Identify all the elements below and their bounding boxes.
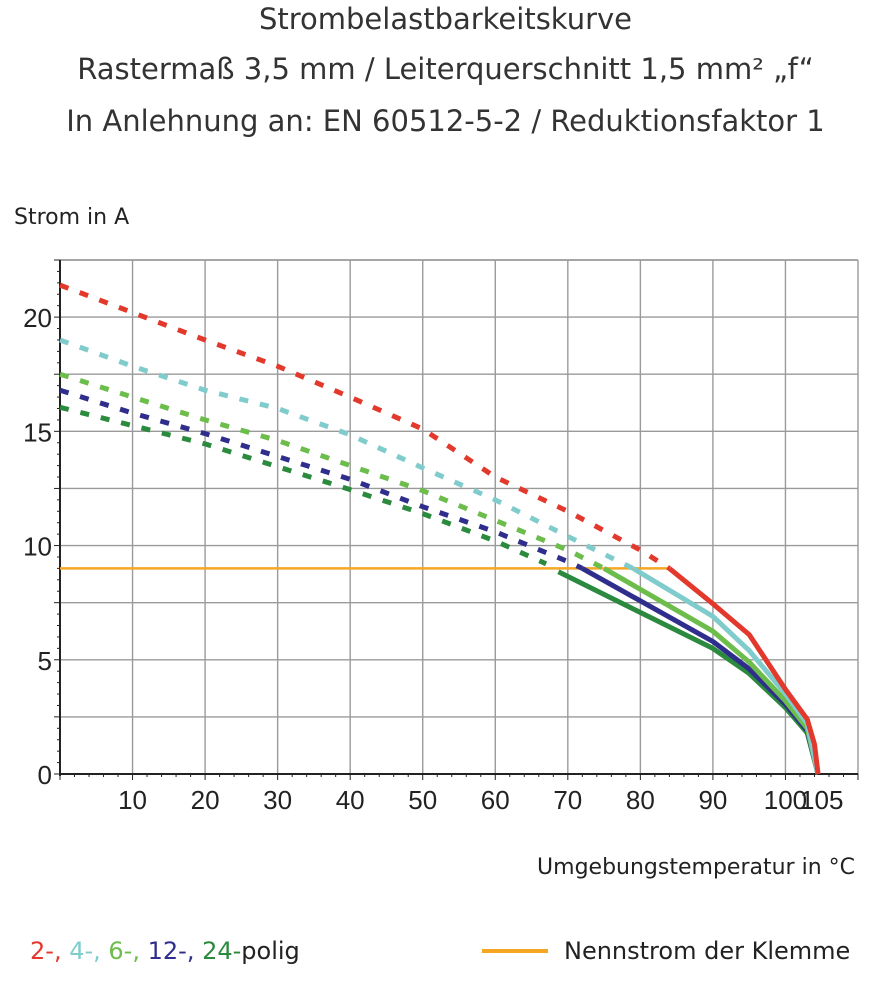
y-tick-label: 15 [23,417,52,447]
y-tick-label: 5 [38,646,52,676]
chart-subtitle-2: In Anlehnung an: EN 60512-5-2 / Reduktio… [66,104,825,138]
x-tick-label: 105 [800,785,843,815]
x-tick-label: 60 [481,785,510,815]
legend-series-4: 4- [69,937,94,965]
series-2-dashed-line [59,282,671,571]
chart-title: Strombelastbarkeitskurve [258,2,633,36]
series-legend: 2-, 4-, 6-, 12-, 24-polig [30,937,300,965]
series-6-dashed-line [59,371,606,571]
legend-series-24: 24- [202,937,242,965]
y-tick-label: 20 [23,303,52,333]
legend-series-12: 12- [147,937,187,965]
legend-reference-label: Nennstrom der Klemme [564,937,851,965]
x-tick-label: 80 [626,785,655,815]
legend-series-6: 6- [108,937,133,965]
chart-subtitle-1: Rastermaß 3,5 mm / Leiterquerschnitt 1,5… [77,52,814,86]
x-tick-label: 50 [408,785,437,815]
y-axis-label: Strom in A [14,205,130,230]
x-tick-label: 100 [764,785,807,815]
x-tick-label: 70 [553,785,582,815]
x-tick-label: 30 [263,785,292,815]
legend-reference-swatch [482,949,548,953]
x-tick-label: 10 [118,785,147,815]
series-2-solid-line [667,566,821,775]
series-12-dashed-line [59,387,584,571]
legend-series-2: 2- [30,937,54,965]
y-tick-label: 0 [38,760,52,790]
x-tick-label: 20 [191,785,220,815]
y-tick-label: 10 [23,532,52,562]
legend-suffix: polig [241,937,300,965]
series-24-dashed-line [59,404,548,567]
x-tick-label: 90 [698,785,727,815]
reference-legend: Nennstrom der Klemme [482,937,850,965]
x-axis-label: Umgebungstemperatur in °C [537,855,855,880]
x-tick-label: 40 [336,785,365,815]
